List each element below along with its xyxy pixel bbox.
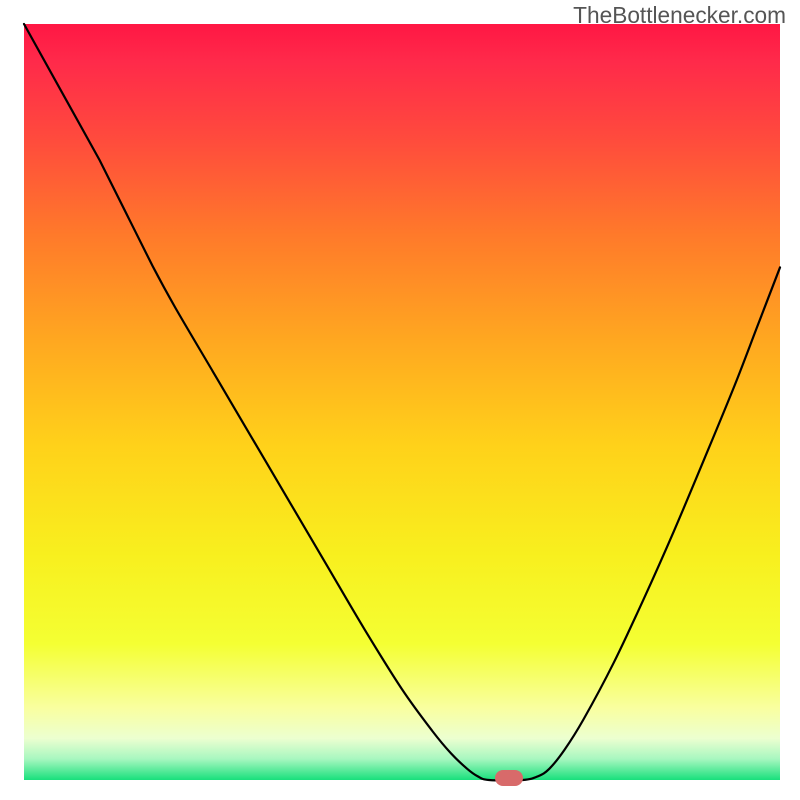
bottleneck-chart: TheBottlenecker.com (0, 0, 800, 800)
bottleneck-curve (0, 0, 800, 800)
watermark-text: TheBottlenecker.com (573, 2, 786, 29)
optimal-point-marker (495, 770, 523, 786)
